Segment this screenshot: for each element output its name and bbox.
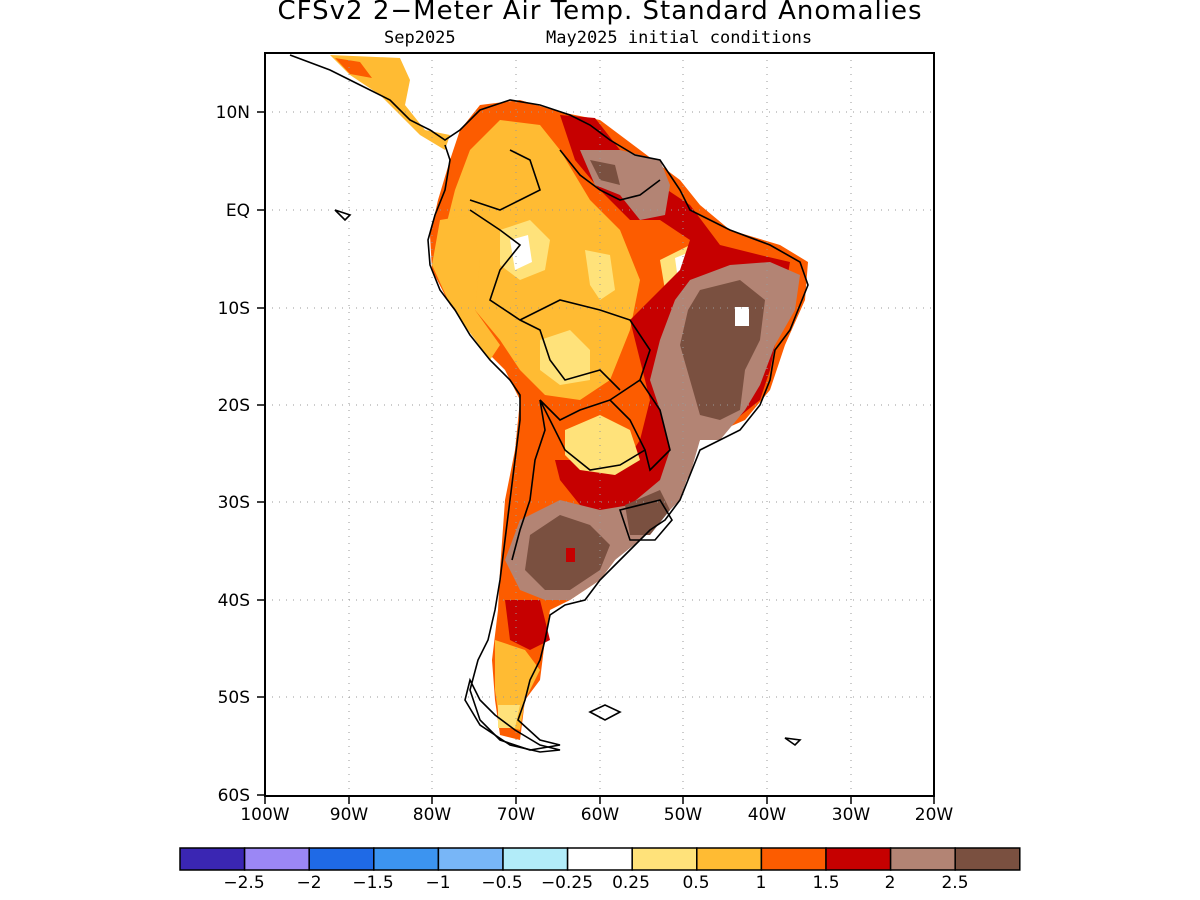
lat-label: 30S: [218, 493, 250, 513]
patagonia-anomaly-high: [505, 600, 550, 650]
lat-label: 10S: [218, 299, 250, 319]
colorbar-label: 0.25: [612, 873, 650, 893]
graticule: [265, 53, 934, 796]
colorbar-label: 0.5: [682, 873, 709, 893]
lon-label: 20W: [915, 805, 954, 825]
lon-label: 90W: [330, 805, 369, 825]
lat-label: 50S: [218, 688, 250, 708]
colorbar-swatch: [954, 847, 1021, 871]
amazon-white-spot: [510, 235, 532, 270]
colorbar-label: 1.5: [812, 873, 839, 893]
colorbar-swatch: [889, 847, 956, 871]
lon-label: 100W: [240, 805, 289, 825]
lon-label: 70W: [497, 805, 536, 825]
longitude-labels: 100W 90W 80W 70W 60W 50W 40W 30W 20W: [240, 805, 953, 825]
brazil-white-patch: [735, 307, 749, 326]
valid-month-label: Sep2025: [384, 28, 456, 48]
central-america-warm: [335, 58, 372, 78]
colorbar-label: 2.5: [941, 873, 968, 893]
colorbar-swatch: [696, 847, 763, 871]
colorbar-swatch: [308, 847, 375, 871]
colorbar-swatch: [243, 847, 310, 871]
peru-anomaly-mid: [432, 215, 500, 360]
amazon-anomaly-low-2: [585, 250, 615, 300]
lon-label: 40W: [748, 805, 787, 825]
colorbar-swatch: [502, 847, 569, 871]
coastlines: [289, 54, 809, 753]
colorbar-swatch: [437, 847, 504, 871]
colorbar-label: −0.5: [481, 873, 522, 893]
colorbar-swatch: [760, 847, 827, 871]
anomaly-field: [330, 55, 808, 740]
lon-label: 80W: [413, 805, 452, 825]
colorbar-swatch: [566, 847, 633, 871]
colorbar-label: −2: [296, 873, 321, 893]
colorbar: [179, 847, 1021, 871]
lat-label: EQ: [226, 201, 250, 221]
paraguay-anomaly-low: [565, 415, 640, 475]
init-conditions-label: May2025 initial conditions: [546, 28, 813, 48]
lon-label: 50W: [664, 805, 703, 825]
colorbar-label: −0.25: [541, 873, 593, 893]
lat-label: 40S: [218, 591, 250, 611]
lat-label: 60S: [218, 786, 250, 806]
colorbar-label: −1: [425, 873, 450, 893]
lat-label: 10N: [216, 103, 250, 123]
colorbar-swatch: [825, 847, 892, 871]
lon-label: 30W: [832, 805, 871, 825]
guiana-anomaly-peak: [590, 160, 620, 185]
colorbar-label: 1: [756, 873, 767, 893]
colorbar-swatch: [179, 847, 246, 871]
colorbar-labels: −2.5 −2 −1.5 −1 −0.5 −0.25 0.25 0.5 1 1.…: [223, 873, 968, 893]
latitude-labels: 10N EQ 10S 20S 30S 40S 50S 60S: [216, 103, 250, 806]
central-america-anomaly: [330, 55, 450, 150]
lon-label: 60W: [581, 805, 620, 825]
map-panel: [265, 53, 934, 796]
colorbar-swatch: [631, 847, 698, 871]
colorbar-swatch: [373, 847, 440, 871]
tick-marks: [257, 111, 935, 804]
lat-label: 20S: [218, 396, 250, 416]
colorbar-label: 2: [885, 873, 896, 893]
colorbar-label: −1.5: [352, 873, 393, 893]
chart-title: CFSv2 2−Meter Air Temp. Standard Anomali…: [277, 0, 923, 26]
bolivia-anomaly-low: [540, 330, 590, 385]
colorbar-label: −2.5: [223, 873, 264, 893]
argentina-red-spot: [566, 548, 575, 562]
